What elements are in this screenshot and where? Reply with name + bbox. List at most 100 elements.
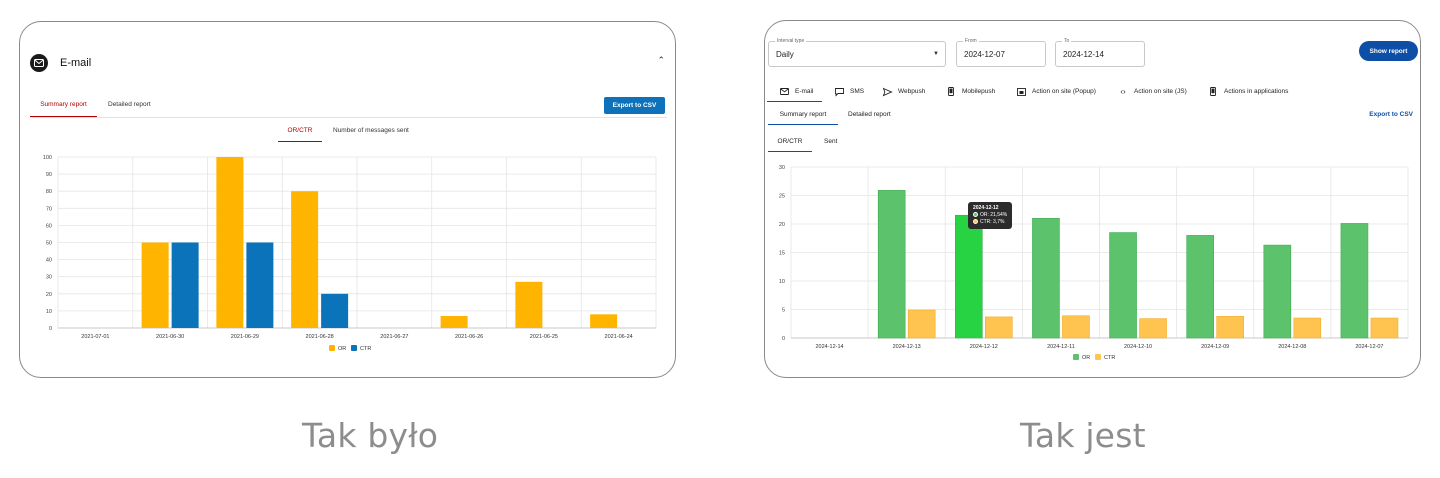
y-tick-label: 10: [779, 279, 785, 285]
envelope-icon: [30, 54, 48, 72]
interval-type-label: Interval type: [775, 38, 807, 44]
x-tick-label: 2024-12-10: [1124, 344, 1152, 350]
from-date-field[interactable]: From 2024-12-07: [956, 38, 1046, 67]
x-tick-label: 2021-06-27: [380, 334, 408, 340]
x-tick-label: 2021-07-01: [81, 334, 109, 340]
old-bar-chart: 0 10 20 30 40 50 60 70 80 90 100 2021-07-01 2021-06-…: [43, 155, 657, 352]
code-icon: ‹›: [1120, 87, 1126, 96]
bar-or: [515, 281, 543, 328]
bar-ctr: [1293, 317, 1322, 339]
y-tick-label: 10: [46, 309, 52, 315]
bar-or: [877, 190, 906, 339]
bar-ctr: [171, 242, 199, 328]
bar-or: [1340, 223, 1369, 339]
bar-or: [440, 316, 468, 328]
x-tick-label: 2021-06-24: [605, 334, 633, 340]
to-date-field[interactable]: To 2024-12-14: [1055, 38, 1145, 67]
y-tick-label: 25: [779, 194, 785, 200]
tab-popup[interactable]: Action on site (Popup): [1013, 81, 1099, 102]
x-tick-label: 2024-12-12: [970, 344, 998, 350]
bar-ctr: [1370, 317, 1399, 339]
bar-ctr: [1216, 316, 1244, 339]
popup-icon: [1016, 87, 1026, 97]
chart-mode-tabs: OR/CTR Number of messages sent: [20, 124, 675, 142]
legend-label-ctr: CTR: [360, 346, 371, 352]
tab-webpush-label: Webpush: [898, 88, 926, 95]
x-tick-label: 2024-12-11: [1047, 344, 1075, 350]
x-tick-label: 2024-12-14: [815, 344, 843, 350]
tab-or-ctr[interactable]: OR/CTR: [768, 138, 812, 152]
export-csv-button[interactable]: Export to CSV: [604, 97, 665, 114]
ctr-dot-icon: [973, 219, 978, 224]
export-csv-link[interactable]: Export to CSV: [1369, 111, 1413, 118]
tab-mobilepush[interactable]: Mobilepush: [943, 81, 998, 102]
x-tick-label: 2021-06-29: [231, 334, 259, 340]
bar-or: [1186, 235, 1214, 339]
tab-sms[interactable]: SMS: [831, 81, 867, 102]
y-tick-label: 70: [46, 206, 52, 212]
caption-before: Tak było: [302, 416, 439, 455]
bar-ctr: [907, 309, 936, 339]
interval-type-value: Daily: [776, 50, 794, 59]
bar-ctr: [246, 242, 274, 328]
y-tick-label: 20: [779, 222, 785, 228]
bar-ctr: [1139, 318, 1167, 339]
tooltip-or-row: OR: 21,54%: [973, 212, 1007, 219]
bar-or: [141, 242, 169, 328]
tab-sms-label: SMS: [850, 88, 865, 95]
interval-type-select[interactable]: Interval type Daily ▼: [768, 38, 946, 67]
x-tick-label: 2021-06-25: [530, 334, 558, 340]
tab-sent[interactable]: Sent: [824, 138, 838, 145]
tab-detailed-report[interactable]: Detailed report: [848, 111, 891, 118]
bar-or: [1263, 244, 1292, 339]
to-date-value: 2024-12-14: [1063, 50, 1104, 59]
tab-summary-report[interactable]: Summary report: [30, 101, 97, 117]
y-tick-label: 5: [782, 308, 785, 314]
old-report-panel: E-mail ⌃ Summary report Detailed report …: [19, 21, 676, 378]
from-date-value: 2024-12-07: [964, 50, 1005, 59]
chevron-up-icon[interactable]: ⌃: [657, 55, 665, 65]
x-tick-label: 2021-06-28: [306, 334, 334, 340]
chat-icon: [834, 87, 844, 97]
or-dot-icon: [973, 212, 978, 217]
y-tick-label: 90: [46, 172, 52, 178]
chart-tooltip: 2024-12-12 OR: 21,54% CTR: 3,7%: [968, 202, 1013, 229]
envelope-icon: [779, 86, 789, 96]
tab-webpush[interactable]: Webpush: [879, 81, 928, 102]
bar-or: [1109, 232, 1137, 339]
tab-or-ctr[interactable]: OR/CTR: [278, 127, 322, 142]
y-tick-label: 0: [782, 336, 785, 342]
y-tick-label: 100: [43, 155, 52, 161]
tab-email[interactable]: E-mail: [767, 81, 822, 102]
legend-swatch-or: [329, 345, 335, 351]
from-date-label: From: [963, 38, 979, 44]
bar-ctr: [1062, 315, 1090, 339]
email-section-header[interactable]: E-mail: [30, 54, 91, 72]
tab-detailed-report[interactable]: Detailed report: [108, 101, 151, 108]
channel-tabs: E-mail SMS Webpush Mobilepush Action on …: [765, 81, 1420, 103]
x-tick-label: 2024-12-09: [1201, 344, 1229, 350]
report-tabs: Summary report Detailed report: [30, 98, 667, 118]
mobile-app-icon: [1208, 87, 1218, 97]
section-title: E-mail: [60, 57, 92, 69]
x-tick-label: 2021-06-30: [156, 334, 184, 340]
tooltip-ctr: CTR: 3,7%: [980, 219, 1005, 225]
y-tick-label: 30: [46, 275, 52, 281]
send-icon: [882, 87, 893, 97]
tooltip-or: OR: 21,54%: [980, 212, 1008, 218]
tooltip-title: 2024-12-12: [973, 205, 999, 211]
y-tick-label: 30: [779, 165, 785, 171]
to-date-label: To: [1062, 38, 1072, 44]
tab-js[interactable]: ‹› Action on site (JS): [1115, 81, 1190, 102]
y-tick-label: 0: [49, 326, 52, 332]
report-tabs: Summary report Detailed report Export to…: [765, 107, 1420, 127]
x-tick-label: 2021-06-26: [455, 334, 483, 340]
phone-icon: [946, 87, 956, 97]
legend-swatch-or: [1073, 354, 1079, 360]
y-tick-label: 60: [46, 223, 52, 229]
tab-messages-sent[interactable]: Number of messages sent: [333, 127, 409, 134]
tab-summary-report[interactable]: Summary report: [768, 111, 838, 125]
caret-down-icon: ▼: [933, 51, 939, 57]
show-report-button[interactable]: Show report: [1359, 41, 1418, 61]
tab-applications[interactable]: Actions in applications: [1205, 81, 1291, 102]
